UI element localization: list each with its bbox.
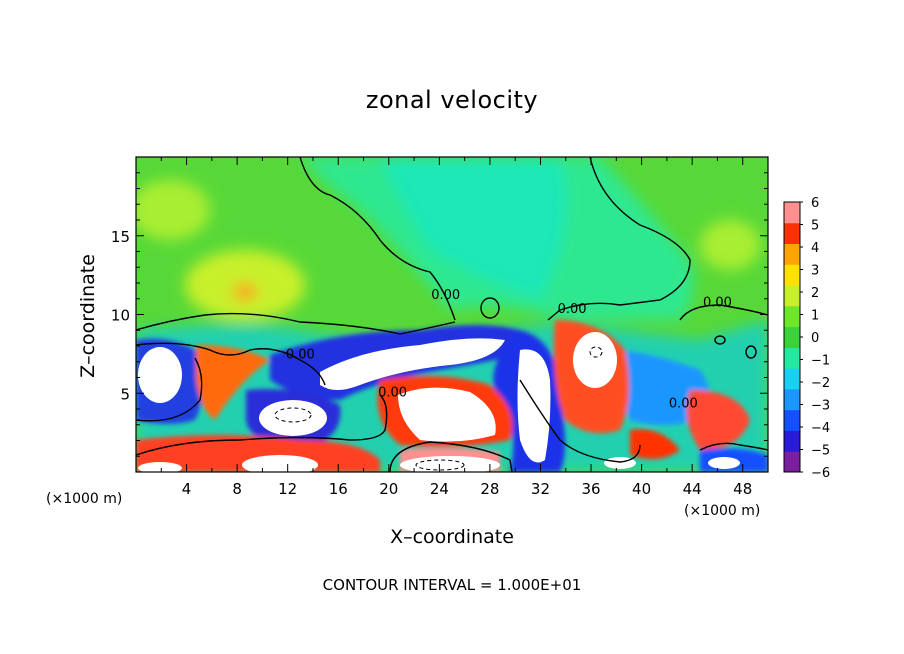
x-tick-label: 32: [531, 480, 550, 498]
x-tick-label: 36: [581, 480, 600, 498]
colorbar-swatch: [784, 388, 800, 411]
contour-line: [589, 346, 603, 358]
x-tick-label: 4: [182, 480, 192, 498]
x-axis-ticks: 4 8 12 16 20 24 28 32 36 40 44 48: [160, 157, 752, 498]
x-tick-label: 12: [278, 480, 297, 498]
velocity-field: [136, 157, 768, 472]
colorbar-swatch: [784, 451, 800, 473]
contour-line: [274, 407, 312, 423]
colorbar-tick-label: −3: [811, 399, 830, 414]
contour-line: [699, 442, 768, 451]
colorbar-tick-label: 3: [811, 264, 819, 279]
contour-line: [679, 304, 768, 321]
contour-label: 0.00: [378, 385, 407, 400]
contour-labels: 0.00 0.00 0.00 0.00 0.00 0.00: [286, 288, 732, 412]
contour-line: [519, 379, 641, 463]
contour-label: 0.00: [703, 296, 732, 311]
y-tick-label: 10: [111, 307, 130, 325]
contour-line: [745, 345, 757, 359]
contour-line: [136, 357, 203, 422]
x-unit-note: (×1000 m): [46, 491, 123, 507]
colorbar-swatch: [784, 305, 800, 328]
colorbar: 6 5 4 3 2 1 0 −1 −2 −3 −4 −5 −6: [783, 196, 830, 481]
colorbar-swatch: [784, 243, 800, 265]
negative-contour-lines: [274, 346, 603, 471]
colorbar-swatch: [784, 409, 800, 431]
colorbar-tick-label: 0: [811, 331, 819, 346]
colorbar-tick-label: 6: [811, 196, 819, 211]
colorbar-swatch: [784, 202, 800, 224]
contour-label: 0.00: [669, 396, 698, 411]
contour-line: [136, 342, 326, 386]
contour-line: [714, 335, 726, 345]
contour-line: [299, 157, 456, 321]
x-tick-label: 44: [683, 480, 702, 498]
z-unit-note: (×1000 m): [684, 503, 761, 519]
colorbar-tick-label: −1: [811, 354, 830, 369]
chart-title: zonal velocity: [365, 86, 539, 114]
colorbar-tick-label: 5: [811, 219, 819, 234]
colorbar-swatch: [784, 264, 800, 286]
colorbar-swatch: [784, 285, 800, 307]
x-tick-label: 24: [430, 480, 449, 498]
colorbar-tick-label: 2: [811, 286, 819, 301]
colorbar-tick-label: −2: [811, 376, 830, 391]
contour-label: 0.00: [558, 302, 587, 317]
contour-line: [415, 459, 465, 471]
colorbar-tick-label: 4: [811, 241, 819, 256]
x-tick-label: 40: [632, 480, 651, 498]
contour-line: [547, 157, 691, 321]
x-tick-label: 28: [480, 480, 499, 498]
y-tick-label: 5: [120, 385, 130, 403]
y-axis-ticks: 5 10 15: [111, 172, 768, 457]
contour-interval-note: CONTOUR INTERVAL = 1.000E+01: [322, 576, 582, 594]
contour-label: 0.00: [286, 348, 315, 363]
colorbar-tick-label: −4: [811, 421, 830, 436]
contour-line: [136, 312, 456, 335]
zero-contour-lines: [136, 157, 768, 472]
contour-line: [389, 441, 513, 472]
contour-label: 0.00: [431, 288, 460, 303]
colorbar-swatch: [784, 326, 800, 348]
contour-line: [136, 394, 388, 456]
x-tick-label: 20: [379, 480, 398, 498]
y-tick-label: 15: [111, 228, 130, 246]
x-axis-label: X–coordinate: [390, 526, 514, 548]
x-tick-label: 16: [329, 480, 348, 498]
colorbar-swatch: [784, 347, 800, 369]
contour-line: [480, 297, 500, 319]
colorbar-tick-label: −5: [811, 444, 830, 459]
colorbar-swatch: [784, 222, 800, 245]
colorbar-tick-label: −6: [811, 466, 830, 481]
colorbar-swatch: [784, 368, 800, 390]
x-tick-label: 48: [733, 480, 752, 498]
colorbar-swatch: [784, 430, 800, 452]
x-tick-label: 8: [232, 480, 242, 498]
colorbar-tick-label: 1: [811, 309, 819, 324]
